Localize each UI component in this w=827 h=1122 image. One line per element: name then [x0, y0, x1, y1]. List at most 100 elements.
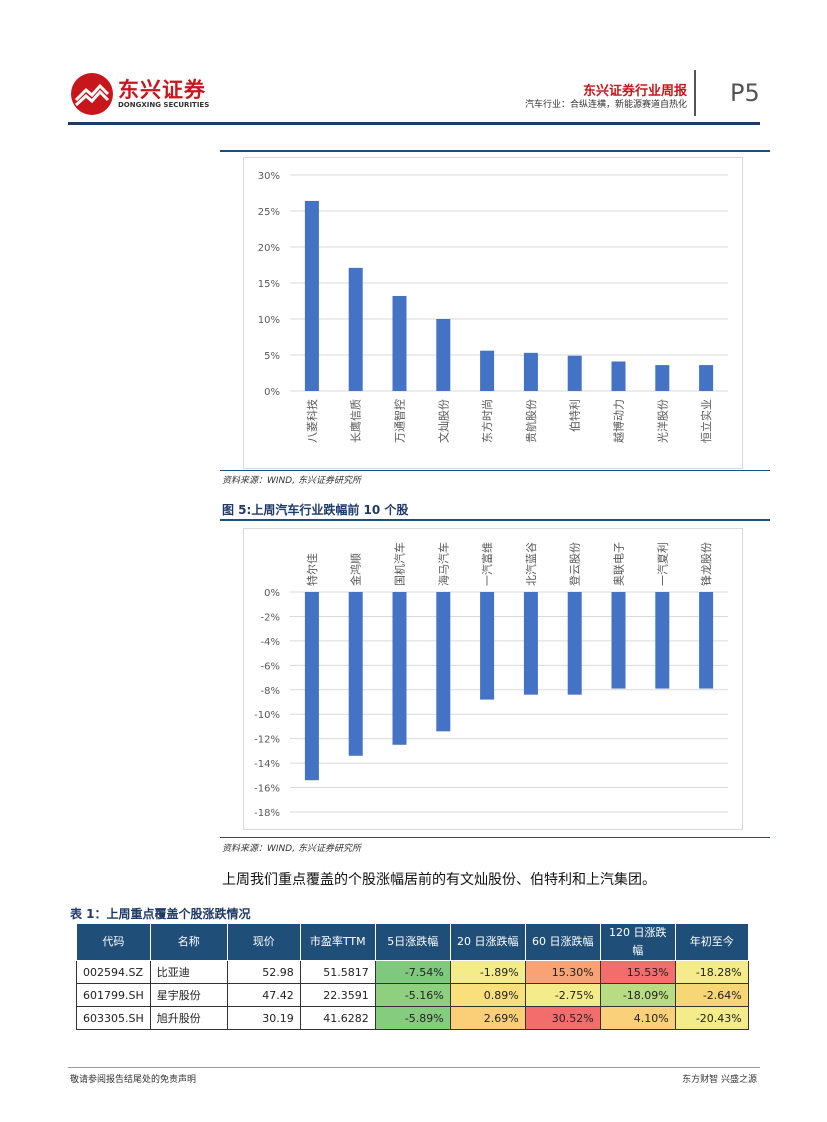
stock-performance-table: 代码 名称 现价 市盈率TTM 5日涨跌幅 20 日涨跌幅 60 日涨跌幅 12… [76, 923, 749, 1030]
x-tick-label: 北汽蓝谷 [524, 542, 538, 586]
bar [392, 295, 407, 391]
header-cell: 代码 [76, 923, 151, 961]
logo-text-en: DONGXING SECURITIES [118, 101, 210, 109]
x-tick-label: 一汽富维 [480, 542, 494, 586]
table-cell: 0.89% [449, 983, 526, 1007]
table-header-row: 代码 名称 现价 市盈率TTM 5日涨跌幅 20 日涨跌幅 60 日涨跌幅 12… [76, 923, 749, 961]
x-tick-label: 一汽夏利 [655, 542, 669, 586]
body-paragraph: 上周我们重点覆盖的个股涨幅居前的有文灿股份、伯特利和上汽集团。 [222, 872, 656, 888]
table-cell: 47.42 [226, 983, 301, 1007]
x-tick-label: 万通智控 [393, 399, 407, 443]
bar [611, 361, 626, 391]
table1-wrapper: 代码 名称 现价 市盈率TTM 5日涨跌幅 20 日涨跌幅 60 日涨跌幅 12… [76, 923, 749, 1030]
logo-text-cn: 东兴证券 [118, 78, 206, 102]
bar [567, 355, 582, 391]
bar [436, 592, 451, 732]
footer-disclaimer: 敬请参阅报告结尾处的免责声明 [70, 1075, 197, 1085]
bar [611, 592, 626, 689]
y-tick-label: 20% [258, 243, 280, 254]
table-cell: 30.19 [226, 1006, 301, 1030]
y-tick-label: -2% [261, 612, 280, 623]
table-cell: 4.10% [599, 1006, 676, 1030]
report-title: 东兴证券行业周报 [582, 84, 687, 99]
bar [567, 592, 582, 695]
footer-slogan: 东方财智 兴盛之源 [682, 1075, 757, 1085]
header-cell: 市盈率TTM [299, 923, 376, 961]
y-tick-label: 30% [258, 171, 280, 182]
table-cell: 22.3591 [299, 983, 376, 1007]
table-cell: 30.52% [524, 1006, 601, 1030]
figure5-top-rule [220, 519, 770, 521]
table-cell: -2.64% [674, 983, 749, 1007]
y-tick-label: -12% [254, 735, 280, 746]
x-tick-label: 海马汽车 [436, 542, 450, 586]
table-cell: -2.75% [524, 983, 601, 1007]
y-tick-label: -8% [261, 686, 280, 697]
header-divider [694, 70, 696, 116]
figure5-chart-frame: 0% -2% -4% -6% -8% -10% -12% -14% -16% -18% 特尔佳 金鸿顺… [243, 528, 743, 830]
x-tick-label: 越博动力 [612, 399, 626, 443]
x-tick-label: 登云股份 [568, 542, 582, 586]
table-cell: 15.30% [524, 960, 601, 984]
bar [523, 352, 538, 391]
figure4-bottom-rule [220, 470, 770, 471]
bar [348, 267, 363, 391]
figure4-bar-chart: 0% 5% 10% 15% 20% 25% 30% 八菱科技 长鹰信质 万通智控 文灿股份 东方时尚 贵… [258, 171, 728, 443]
table-cell: -7.54% [374, 960, 451, 984]
table-cell: 星宇股份 [149, 983, 228, 1007]
bar [436, 319, 451, 391]
table1-title: 表 1：上周重点覆盖个股涨跌情况 [70, 907, 251, 921]
figure5-title: 图 5:上周汽车行业跌幅前 10 个股 [222, 503, 409, 517]
bar [392, 592, 407, 745]
table-cell: -20.43% [674, 1006, 749, 1030]
header-cell: 5日涨跌幅 [374, 923, 451, 961]
table-cell: -5.89% [374, 1006, 451, 1030]
dongxing-logo-mark [71, 73, 113, 115]
figure5-source: 资料来源：WIND, 东兴证券研究所 [222, 844, 361, 854]
y-tick-label: 0% [264, 387, 280, 398]
table-row: 002594.SZ 比亚迪 52.98 51.5817 -7.54% -1.89% 15.3… [76, 960, 749, 984]
x-tick-label: 文灿股份 [436, 399, 450, 443]
table-cell: 51.5817 [299, 960, 376, 984]
header-cell: 年初至今 [674, 923, 749, 961]
bar [480, 350, 495, 391]
table-cell: -1.89% [449, 960, 526, 984]
table-cell: -18.09% [599, 983, 676, 1007]
x-tick-label: 锋龙股份 [700, 542, 713, 586]
footer-rule [68, 1067, 760, 1068]
figure5-bar-chart: 0% -2% -4% -6% -8% -10% -12% -14% -16% -18% 特尔佳 金鸿顺… [254, 542, 728, 819]
x-tick-label: 东方时尚 [480, 399, 494, 443]
page-number: P5 [730, 79, 760, 107]
table-cell: 002594.SZ [76, 960, 151, 984]
y-tick-label: -16% [254, 784, 280, 795]
figure4-source: 资料来源：WIND, 东兴证券研究所 [222, 476, 361, 486]
bar [699, 592, 714, 689]
table-cell: 41.6282 [299, 1006, 376, 1030]
x-tick-label: 贵航股份 [524, 399, 538, 443]
y-tick-label: 25% [258, 207, 280, 218]
y-tick-label: -14% [254, 759, 280, 770]
header-cell: 20 日涨跌幅 [449, 923, 526, 961]
bar [304, 200, 319, 391]
table-cell: 旭升股份 [149, 1006, 228, 1030]
header-cell: 名称 [149, 923, 228, 961]
figure5-bottom-rule [220, 837, 770, 838]
report-subtitle: 汽车行业：合纵连横，新能源赛道自热化 [524, 100, 687, 110]
table-cell: 比亚迪 [149, 960, 228, 984]
bar [655, 592, 670, 689]
bar [348, 592, 363, 756]
x-tick-label: 国机汽车 [393, 542, 407, 586]
y-tick-label: 15% [258, 279, 280, 290]
x-tick-label: 特尔佳 [305, 553, 319, 586]
table-cell: 601799.SH [76, 983, 151, 1007]
x-tick-label: 光洋股份 [655, 399, 669, 443]
bar [699, 365, 714, 391]
y-tick-label: -10% [254, 710, 280, 721]
y-tick-label: -18% [254, 808, 280, 819]
table-cell: 2.69% [449, 1006, 526, 1030]
header-cell: 60 日涨跌幅 [524, 923, 601, 961]
bar [480, 592, 495, 700]
bar [304, 592, 319, 781]
bar [655, 365, 670, 391]
y-tick-label: -4% [261, 637, 280, 648]
